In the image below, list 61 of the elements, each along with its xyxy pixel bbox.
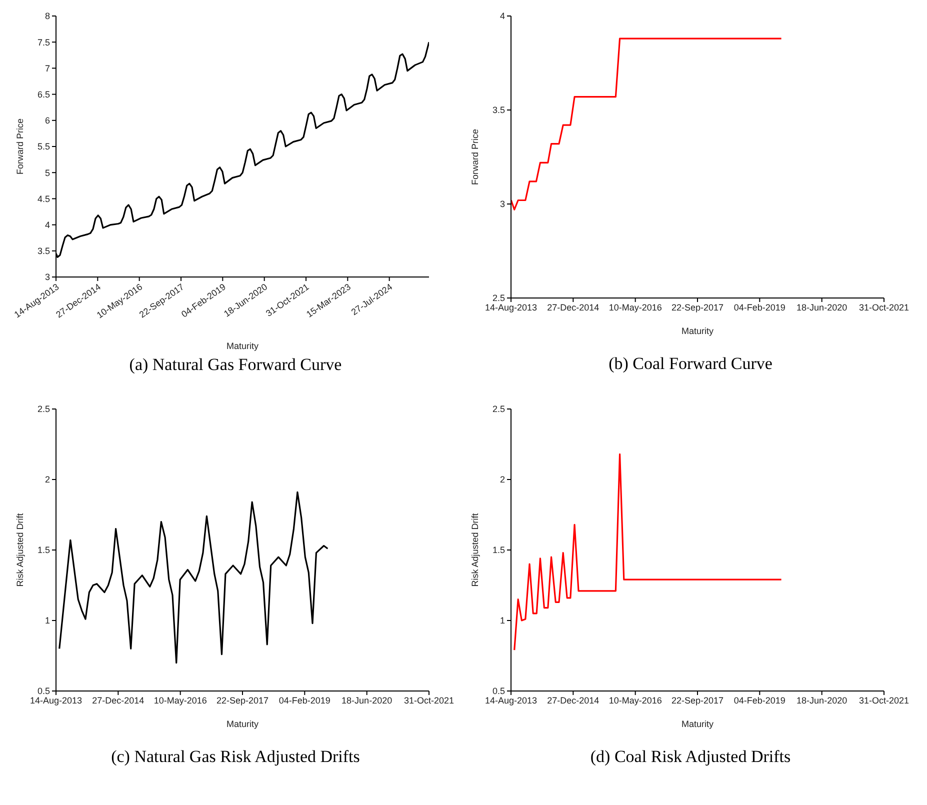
y-tick-label: 0.5 <box>37 686 50 696</box>
x-tick-label: 22-Sep-2017 <box>671 302 724 312</box>
y-tick-label: 4.5 <box>37 194 50 204</box>
x-axis-title: Maturity <box>681 326 714 336</box>
y-tick-label: 2 <box>500 474 505 485</box>
y-tick-label: 3 <box>44 272 50 282</box>
y-tick-label: 0.5 <box>492 686 505 696</box>
line-series <box>58 491 328 664</box>
line-series <box>514 453 782 651</box>
x-tick-label: 04-Feb-2019 <box>734 302 786 312</box>
y-axis-title: Forward Price <box>15 118 26 175</box>
x-tick-label: 18-Jun-2020 <box>796 695 848 706</box>
y-axis-title: Risk Adjusted Drift <box>15 512 26 587</box>
y-tick-label: 2.5 <box>492 293 505 304</box>
y-tick-label: 8 <box>44 11 50 22</box>
y-tick-label: 2 <box>44 474 50 485</box>
x-tick-label: 10-May-2016 <box>608 695 662 706</box>
x-tick-label: 04-Feb-2019 <box>734 695 786 706</box>
y-axis-title: Forward Price <box>470 128 480 186</box>
y-tick-label: 2.5 <box>492 404 505 414</box>
y-tick-label: 7.5 <box>37 37 50 48</box>
y-tick-label: 1 <box>500 616 505 626</box>
x-tick-label: 14-Aug-2013 <box>484 695 538 706</box>
x-tick-label: 27-Dec-2014 <box>547 695 600 706</box>
y-tick-label: 1 <box>44 616 50 626</box>
y-tick-label: 3.5 <box>37 246 50 256</box>
x-axis-title: Maturity <box>226 341 259 351</box>
x-tick-label: 14-Aug-2013 <box>30 695 82 706</box>
x-tick-label: 10-May-2016 <box>608 302 662 312</box>
x-tick-label: 31-Oct-2021 <box>858 302 910 312</box>
x-tick-label: 22-Sep-2017 <box>216 695 269 706</box>
x-tick-label: 18-Jun-2020 <box>796 302 848 312</box>
y-tick-label: 6.5 <box>37 89 50 100</box>
y-tick-label: 3.5 <box>492 105 505 116</box>
text: (c) Natural Gas Risk Adjusted Drifts <box>111 747 360 767</box>
y-tick-label: 1.5 <box>492 545 505 556</box>
text: (a) Natural Gas Forward Curve <box>129 355 342 375</box>
x-tick-label: 10-May-2016 <box>154 695 207 706</box>
x-axis-title: Maturity <box>681 719 714 729</box>
y-tick-label: 1.5 <box>37 545 50 556</box>
y-tick-label: 4 <box>44 220 50 230</box>
x-tick-label: 22-Sep-2017 <box>671 695 724 706</box>
x-tick-label: 31-Oct-2021 <box>404 695 454 706</box>
x-tick-label: 27-Dec-2014 <box>547 302 600 312</box>
x-tick-label: 04-Feb-2019 <box>278 695 330 706</box>
x-axis-title: Maturity <box>226 719 259 729</box>
line-series <box>511 38 782 210</box>
text: (b) Coal Forward Curve <box>608 354 772 374</box>
y-tick-label: 3 <box>500 199 505 210</box>
y-axis-title: Risk Adjusted Drift <box>470 512 480 587</box>
y-tick-label: 5.5 <box>37 142 50 152</box>
y-tick-label: 4 <box>500 11 505 22</box>
y-tick-label: 6 <box>44 116 50 126</box>
y-tick-label: 7 <box>44 63 50 74</box>
x-tick-label: 18-Jun-2020 <box>342 695 392 706</box>
x-tick-label: 27-Dec-2014 <box>92 695 144 706</box>
text: (d) Coal Risk Adjusted Drifts <box>590 747 791 767</box>
y-tick-label: 2.5 <box>37 404 50 414</box>
x-tick-label: 14-Aug-2013 <box>484 302 538 312</box>
y-tick-label: 5 <box>44 168 50 178</box>
x-tick-label: 31-Oct-2021 <box>858 695 910 706</box>
